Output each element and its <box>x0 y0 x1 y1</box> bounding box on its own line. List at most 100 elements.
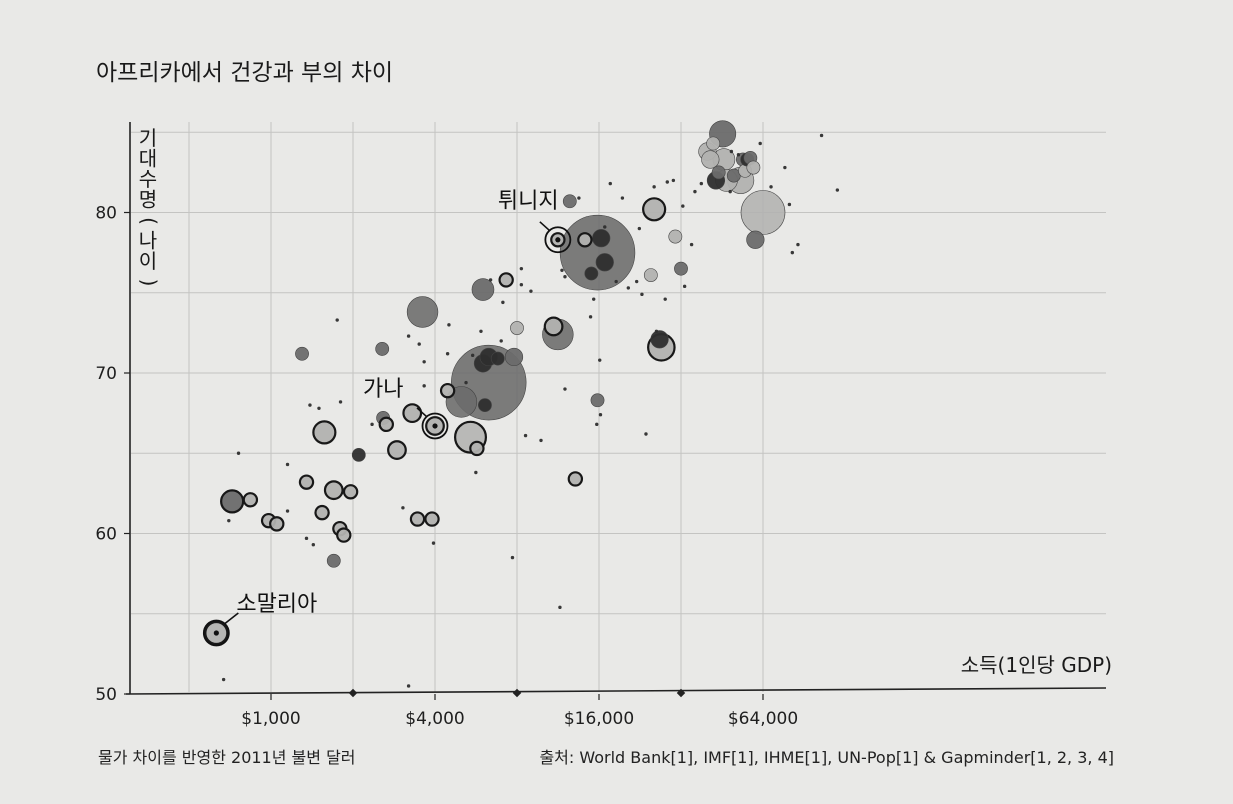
y-axis-title-char: 기 <box>139 126 157 150</box>
data-point <box>529 289 533 293</box>
highlight-center-dot <box>432 423 438 429</box>
data-point <box>501 300 505 305</box>
data-point <box>447 323 451 327</box>
data-point <box>474 470 478 475</box>
data-point <box>351 447 366 462</box>
data-point <box>523 433 528 438</box>
axes <box>125 122 1107 695</box>
data-point <box>336 527 352 543</box>
x-axis-line <box>125 687 1107 695</box>
data-point <box>595 422 599 427</box>
y-ticks: 50 60 70 80 <box>95 204 130 705</box>
data-point <box>308 403 312 407</box>
y-tick-label: 80 <box>95 204 117 224</box>
data-point <box>598 413 603 417</box>
data-point <box>295 346 309 361</box>
data-point <box>644 432 648 436</box>
x-minor-tick <box>348 688 358 698</box>
data-point <box>298 474 315 490</box>
data-point <box>699 181 704 186</box>
data-point <box>787 202 792 207</box>
data-point <box>335 318 339 322</box>
data-point <box>567 471 584 487</box>
data-point <box>590 393 605 408</box>
y-axis-title-char: 나 <box>139 229 157 253</box>
data-point <box>563 387 567 391</box>
data-point <box>519 283 524 287</box>
data-point <box>746 160 761 175</box>
data-point <box>469 440 485 457</box>
data-point <box>510 555 515 560</box>
callout-leader-line <box>223 612 239 625</box>
data-point <box>510 321 524 335</box>
data-point <box>323 480 344 501</box>
y-tick-label: 60 <box>95 525 117 545</box>
data-point <box>584 266 599 281</box>
y-tick-label: 50 <box>95 685 117 705</box>
data-point <box>478 398 492 412</box>
data-point <box>608 181 612 186</box>
data-point <box>728 189 732 194</box>
data-point <box>560 268 564 272</box>
data-point <box>378 416 394 433</box>
x-minor-tick <box>676 688 686 698</box>
data-point <box>693 189 697 194</box>
data-point <box>539 438 543 443</box>
x-tick-label: $64,000 <box>728 709 798 729</box>
data-point <box>464 380 468 385</box>
data-point <box>387 440 407 460</box>
data-point <box>375 342 390 356</box>
data-point <box>406 334 411 338</box>
data-point <box>796 242 800 247</box>
data-point <box>598 358 602 362</box>
data-point <box>471 278 495 301</box>
highlight-center-dot <box>213 630 219 636</box>
data-point <box>642 197 667 222</box>
data-point <box>835 188 840 192</box>
y-axis-title-char: 이 <box>139 249 157 273</box>
data-point <box>285 509 290 513</box>
data-point <box>338 400 343 404</box>
x-tick-label: $16,000 <box>564 709 634 729</box>
y-axis-title-char: ) <box>137 279 161 287</box>
callout-leader-line <box>539 221 551 232</box>
data-point <box>488 278 493 282</box>
data-point <box>499 339 503 343</box>
data-points <box>204 120 840 688</box>
x-tick-label: $4,000 <box>405 709 464 729</box>
data-point <box>706 136 721 151</box>
highlight-ring <box>421 412 449 440</box>
data-point <box>634 279 639 284</box>
data-point <box>312 420 337 445</box>
data-point <box>498 272 514 288</box>
data-point <box>668 229 683 244</box>
data-point <box>342 484 359 500</box>
callout-label: 가나 <box>363 377 403 402</box>
highlight-ring <box>544 226 572 254</box>
data-point <box>603 225 607 229</box>
currency-note: 물가 차이를 반영한 2011년 불변 달러 <box>98 748 356 767</box>
data-point <box>588 315 593 319</box>
data-point <box>746 230 765 249</box>
data-point <box>819 133 824 138</box>
data-point <box>592 229 611 248</box>
data-point <box>558 605 562 610</box>
callout-leader-line <box>416 407 428 418</box>
data-point <box>640 292 644 297</box>
data-point <box>311 543 316 547</box>
data-point <box>701 150 720 169</box>
data-point <box>736 153 741 157</box>
callout-label: 소말리아 <box>236 592 317 617</box>
data-point <box>674 261 688 276</box>
data-point <box>671 178 676 183</box>
data-point <box>317 406 321 411</box>
data-point <box>559 214 636 291</box>
data-point <box>242 492 259 508</box>
highlight-center-dot <box>555 237 561 243</box>
data-point <box>682 284 687 289</box>
x-tick-label: $1,000 <box>241 709 300 729</box>
data-point <box>417 342 421 346</box>
